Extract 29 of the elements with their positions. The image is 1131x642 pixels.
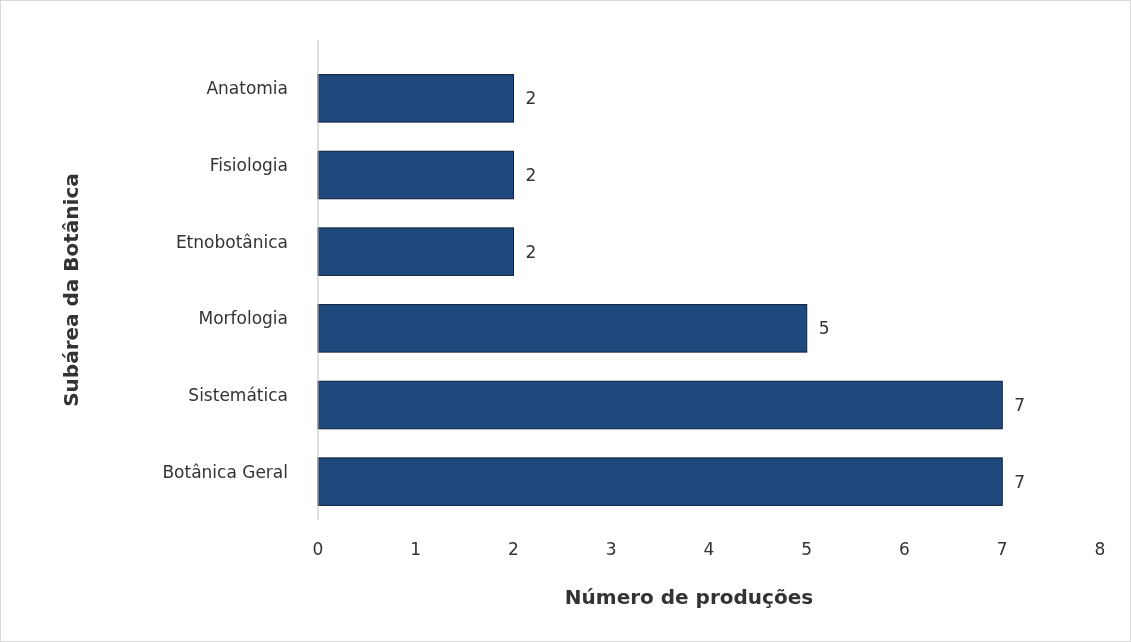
x-tick-label: 4 — [703, 539, 715, 559]
x-axis-title: Número de produções — [564, 585, 814, 609]
bar — [317, 380, 1003, 430]
bar — [317, 304, 808, 353]
data-label: 2 — [525, 164, 537, 185]
y-tick-label: Etnobotânica — [175, 231, 288, 252]
y-tick-label: Morfologia — [198, 308, 288, 329]
x-tick-label: 2 — [508, 539, 519, 559]
bar — [317, 74, 514, 123]
data-label: 7 — [1014, 471, 1026, 492]
x-tick-label: 3 — [605, 539, 617, 559]
y-tick-label: Botânica Geral — [162, 461, 288, 482]
data-label: 2 — [525, 241, 537, 262]
x-tick-label: 7 — [996, 539, 1008, 559]
data-label: 5 — [818, 318, 830, 339]
bar — [317, 457, 1003, 506]
y-tick-label: Anatomia — [206, 78, 288, 99]
x-tick-label: 0 — [312, 539, 324, 559]
y-axis-title: Subárea da Botânica — [59, 173, 83, 407]
y-tick-label: Sistemática — [188, 384, 288, 405]
y-tick-label: Fisiologia — [209, 154, 288, 175]
x-tick-label: 8 — [1094, 539, 1106, 559]
data-label: 2 — [525, 88, 537, 109]
x-tick-label: 1 — [410, 539, 422, 559]
x-tick-label: 5 — [801, 539, 813, 559]
bar — [317, 227, 514, 276]
data-label: 7 — [1014, 394, 1026, 415]
x-tick-label: 6 — [899, 539, 910, 559]
bar — [317, 150, 514, 200]
